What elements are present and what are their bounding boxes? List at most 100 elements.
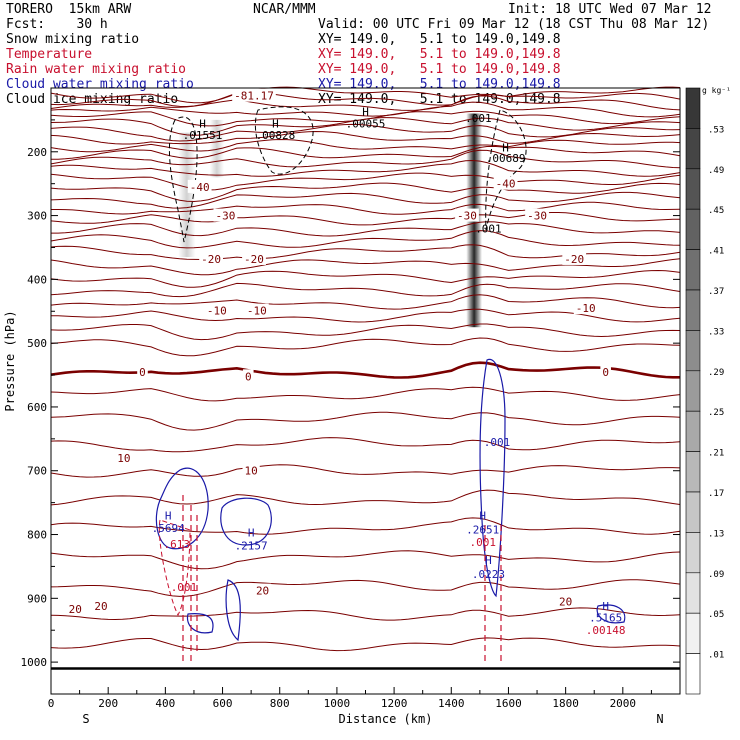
isotherm-label-11: -10 <box>576 302 596 315</box>
isotherm-label-18: 20 <box>94 600 107 613</box>
isotherm-label-bg-17 <box>66 602 84 616</box>
maximum-h-marker-13: H <box>485 554 492 567</box>
isotherm-labels: -81.17 -40 -40 -30 -30 -30 -20 -20 -20 -10 -10 -10 0… <box>66 88 611 616</box>
colorbar-label-6: .29 <box>708 368 724 378</box>
isotherm-17 <box>51 221 681 237</box>
isotherm-label-9: -10 <box>207 305 227 318</box>
colorbar-box-12 <box>685 572 701 614</box>
model-title: TORERO 15km ARW <box>6 2 132 17</box>
colorbar-box-3 <box>685 208 701 250</box>
snow-shade-1 <box>178 132 196 258</box>
maximum-value-4: .00689 <box>486 152 526 165</box>
x-tick-label-4: 800 <box>270 697 290 710</box>
isotherm-label-10: -10 <box>247 305 267 318</box>
isotherm-lower-6 <box>50 517 681 535</box>
maximum-value-7: .5694 <box>152 522 185 535</box>
center-title: NCAR/MMM <box>253 2 316 17</box>
isotherm-label-15: 10 <box>117 452 130 465</box>
x-tick-label-5: 1000 <box>324 697 351 710</box>
maximum-h-marker-2: H <box>362 106 369 119</box>
ice-contour-0 <box>168 116 198 243</box>
isotherm-lower-0 <box>50 361 680 379</box>
field-snow-xy: XY= 149.0, 5.1 to 149.0,149.8 <box>318 32 561 47</box>
isotherm-11 <box>50 159 681 177</box>
cloud-contour-0 <box>155 467 209 550</box>
maximum-value-0: .01551 <box>183 129 223 142</box>
isotherm-8 <box>50 138 681 153</box>
y-tick-label-7: 900 <box>27 592 47 605</box>
maximum-value-1: .00828 <box>256 129 296 142</box>
isotherm-label-bg-1 <box>187 179 212 193</box>
init-time: Init: 18 UTC Wed 07 Mar 12 <box>508 2 712 17</box>
x-tick-label-3: 600 <box>213 697 233 710</box>
maximum-value-10: .2157 <box>235 539 268 552</box>
isotherm-20 <box>50 258 681 276</box>
isotherm-label-bg-5 <box>525 208 549 222</box>
isotherm-label-bg-6 <box>199 251 224 265</box>
x-tick-label-1: 200 <box>98 697 118 710</box>
isotherm-25 <box>50 323 681 341</box>
isotherm-0 <box>50 86 681 104</box>
y-tick-label-3: 500 <box>27 337 47 350</box>
x-tick-label-10: 2000 <box>610 697 637 710</box>
y-tick-label-8: 1000 <box>21 656 48 669</box>
y-tick-label-2: 400 <box>27 273 47 286</box>
maximum-h-marker-0: H <box>199 118 206 131</box>
isotherm-18 <box>50 230 681 249</box>
isotherm-lower-7 <box>50 550 681 570</box>
colorbar-label-9: .17 <box>708 489 724 499</box>
x-tick-label-9: 1800 <box>552 697 579 710</box>
isotherm-label-5: -30 <box>527 210 547 223</box>
cloud-ice-contour-layer <box>168 106 527 243</box>
isotherm-label-bg-2 <box>493 176 518 190</box>
colorbar-label-0: .53 <box>708 125 724 135</box>
colorbar-box-8 <box>685 410 701 452</box>
isotherm-label-bg-10 <box>244 303 269 317</box>
maximum-value-2: .00055 <box>346 118 386 131</box>
forecast-hour: Fcst: 30 h <box>6 17 108 32</box>
maximum-value-11: .2651 <box>466 523 499 536</box>
isotherm-label-bg-9 <box>204 303 229 317</box>
isotherm-label-20: 20 <box>559 596 572 609</box>
y-tick-label-1: 300 <box>27 210 47 223</box>
maximum-value-15: .00148 <box>586 624 626 637</box>
maximum-value-5: .001 <box>475 222 502 235</box>
cloud-contour-3 <box>186 613 214 634</box>
isotherm-label-bg-18 <box>92 598 110 612</box>
cloud-contour-5 <box>596 604 626 624</box>
isotherm-label-bg-12 <box>137 364 148 378</box>
field-cloudice-name: Cloud ice mixing ratio <box>6 92 179 107</box>
cloud-contour-4 <box>225 579 241 642</box>
x-tick-label-2: 400 <box>155 697 175 710</box>
x-tick-label-0: 0 <box>48 697 55 710</box>
isotherm-label-bg-20 <box>557 594 575 608</box>
isotherm-lower-9 <box>50 607 681 621</box>
x-tick-label-7: 1400 <box>438 697 465 710</box>
isotherm-layer <box>50 86 681 652</box>
colorbar-box-1 <box>685 128 701 170</box>
rain-contour-5 <box>158 519 191 617</box>
isotherm-16 <box>50 212 681 226</box>
colorbar-label-11: .09 <box>708 570 724 580</box>
isotherm-lower-10 <box>50 637 681 652</box>
colorbar-box-2 <box>685 168 701 210</box>
isotherm-22 <box>50 282 681 298</box>
isotherm-7 <box>50 130 681 145</box>
isotherm-label-bg-13 <box>242 369 254 383</box>
colorbar-box-9 <box>685 451 701 493</box>
maximum-value-6: .001 <box>484 436 511 449</box>
colorbar-box-13 <box>685 612 701 654</box>
colorbar-box-14 <box>685 653 701 695</box>
field-temperature-xy: XY= 149.0, 5.1 to 149.0,149.8 <box>318 47 561 62</box>
colorbar-box-6 <box>685 330 701 372</box>
isotherm-label-bg-8 <box>562 251 587 265</box>
isotherm-label-14: 0 <box>602 366 609 379</box>
isotherm-label-17: 20 <box>69 603 82 616</box>
colorbar-label-8: .21 <box>708 449 724 459</box>
y-tick-label-5: 700 <box>27 465 47 478</box>
field-temperature-name: Temperature <box>6 47 93 62</box>
cloud-contour-2 <box>479 358 506 598</box>
y-axis-label: Pressure (hPa) <box>3 310 17 411</box>
maximum-h-marker-10: H <box>248 527 255 540</box>
